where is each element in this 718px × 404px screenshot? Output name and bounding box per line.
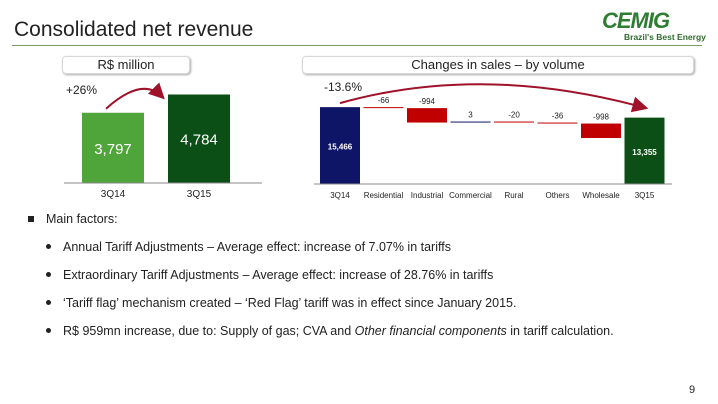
revenue-unit-header: R$ million bbox=[62, 56, 190, 74]
data-label: 13,355 bbox=[632, 148, 657, 157]
data-label: -20 bbox=[508, 111, 520, 120]
title-divider bbox=[12, 45, 702, 46]
bullet-icon bbox=[46, 300, 51, 306]
data-label: -36 bbox=[552, 112, 564, 121]
growth-arrow bbox=[105, 82, 165, 110]
volume-waterfall-chart: 15,466 3Q14 -66 Residential -994 Industrial 3 C… bbox=[314, 80, 672, 200]
list-item: Annual Tariff Adjustments – Average effe… bbox=[46, 240, 451, 254]
logo-wordmark: CEMIG bbox=[602, 8, 670, 33]
change-annotation: -13.6% bbox=[324, 80, 362, 94]
x-tick-label: 3Q15 bbox=[635, 191, 655, 200]
bar bbox=[581, 123, 621, 139]
data-label: -998 bbox=[593, 113, 610, 122]
list-item-text-emphasis: Other financial components bbox=[354, 324, 507, 338]
list-item-text: Extraordinary Tariff Adjustments – Avera… bbox=[63, 268, 494, 282]
list-item: ‘Tariff flag’ mechanism created – ‘Red F… bbox=[46, 296, 516, 310]
x-tick-label: 3Q14 bbox=[330, 191, 350, 200]
data-label: 15,466 bbox=[328, 143, 353, 152]
bar bbox=[494, 121, 534, 123]
x-tick-label: Wholesale bbox=[582, 191, 620, 200]
data-label: 4,784 bbox=[180, 132, 218, 149]
x-tick-label: Industrial bbox=[411, 191, 444, 200]
bullet-icon bbox=[46, 244, 51, 250]
bullet-icon bbox=[46, 328, 51, 334]
revenue-bar-chart: 3,797 3Q14 4,784 3Q15 +26% bbox=[64, 82, 262, 200]
list-item: Extraordinary Tariff Adjustments – Avera… bbox=[46, 268, 493, 282]
main-factors-heading: Main factors: bbox=[28, 212, 118, 226]
x-tick-label: Residential bbox=[364, 191, 404, 200]
bullet-icon bbox=[46, 272, 51, 278]
data-label: 3,797 bbox=[94, 141, 132, 158]
data-label: -994 bbox=[419, 97, 436, 106]
page-title: Consolidated net revenue bbox=[14, 18, 254, 41]
data-label: -66 bbox=[378, 96, 390, 105]
growth-annotation: +26% bbox=[66, 83, 97, 97]
list-item-text-start: R$ 959mn increase, due to: Supply of gas… bbox=[63, 324, 355, 338]
bar bbox=[407, 108, 447, 123]
logo-tagline: Brazil's Best Energy bbox=[624, 32, 706, 42]
bar bbox=[320, 107, 360, 184]
x-tick-label: Rural bbox=[504, 191, 523, 200]
x-tick-label: 3Q14 bbox=[101, 189, 126, 200]
bar bbox=[168, 94, 230, 183]
bar bbox=[537, 122, 578, 124]
bar bbox=[624, 117, 665, 184]
x-tick-label: Commercial bbox=[449, 191, 492, 200]
bar bbox=[82, 112, 144, 183]
change-arrow bbox=[339, 83, 649, 113]
bar bbox=[450, 121, 491, 123]
square-bullet-icon bbox=[28, 215, 34, 222]
x-tick-label: Others bbox=[545, 191, 569, 200]
list-item-text: ‘Tariff flag’ mechanism created – ‘Red F… bbox=[63, 296, 517, 310]
bar bbox=[363, 107, 404, 109]
list-item-text: Annual Tariff Adjustments – Average effe… bbox=[63, 240, 451, 254]
volume-changes-header: Changes in sales – by volume bbox=[302, 56, 694, 74]
main-factors-label: Main factors: bbox=[46, 212, 118, 226]
list-item-text-end: in tariff calculation. bbox=[506, 324, 614, 338]
x-tick-label: 3Q15 bbox=[187, 189, 212, 200]
list-item: R$ 959mn increase, due to: Supply of gas… bbox=[46, 324, 614, 338]
page-number: 9 bbox=[689, 384, 696, 396]
data-label: 3 bbox=[468, 111, 473, 120]
company-logo: CEMIG Brazil's Best Energy bbox=[598, 8, 708, 44]
